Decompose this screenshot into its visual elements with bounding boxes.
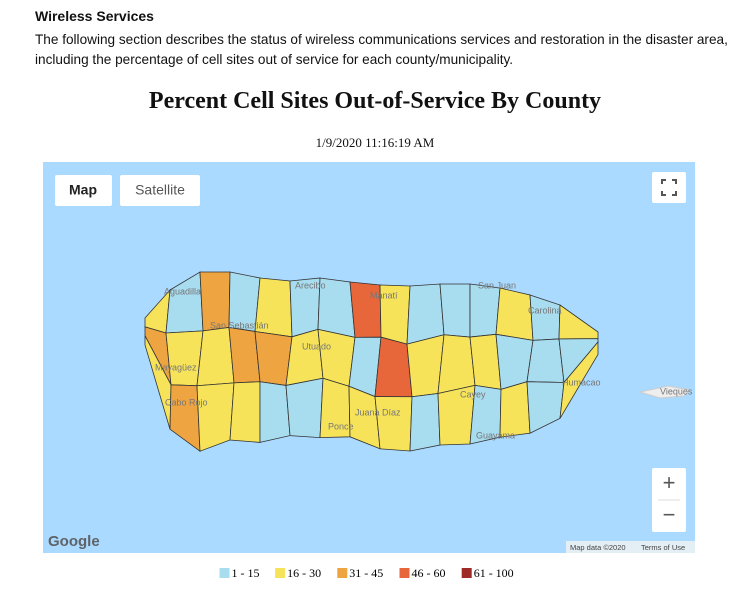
legend-label: 1 - 15 bbox=[232, 566, 260, 580]
place-label: San Sebastián bbox=[210, 320, 269, 330]
county bbox=[229, 381, 261, 443]
place-label: Cayey bbox=[460, 389, 486, 399]
satellite-button-label[interactable]: Satellite bbox=[135, 182, 185, 198]
place-label: Carolina bbox=[528, 305, 562, 315]
county bbox=[437, 334, 476, 394]
legend-swatch bbox=[275, 568, 286, 578]
legend-swatch bbox=[461, 568, 472, 578]
county bbox=[254, 330, 293, 386]
place-label: Juana Díaz bbox=[355, 407, 401, 417]
county bbox=[409, 393, 441, 452]
counties bbox=[144, 271, 599, 453]
county bbox=[439, 283, 471, 338]
map-button[interactable] bbox=[55, 175, 112, 206]
map-title: Percent Cell Sites Out-of-Service By Cou… bbox=[148, 88, 602, 114]
county bbox=[259, 381, 291, 443]
place-label: Mayagüez bbox=[155, 362, 197, 372]
county bbox=[165, 330, 204, 387]
place-label: Humacao bbox=[562, 377, 601, 387]
county bbox=[317, 328, 356, 387]
place-label: Ponce bbox=[328, 421, 354, 431]
county bbox=[499, 381, 531, 438]
county bbox=[285, 377, 324, 439]
county bbox=[559, 340, 599, 419]
legend-swatch bbox=[337, 568, 348, 578]
county bbox=[469, 283, 501, 338]
section-title: Wireless Services bbox=[35, 8, 154, 24]
legend: 1 - 15 16 - 30 31 - 45 46 - 60 61 - 100 bbox=[219, 566, 514, 580]
place-label: Cabo Rojo bbox=[165, 397, 208, 407]
place-label: Vieques bbox=[660, 386, 693, 396]
place-label: Aguadilla bbox=[164, 286, 201, 296]
legend-label: 16 - 30 bbox=[287, 566, 321, 580]
county bbox=[196, 382, 235, 452]
map-button-label[interactable]: Map bbox=[69, 182, 97, 198]
legend-swatch bbox=[219, 568, 230, 578]
attribution: Map data ©2020 bbox=[570, 543, 626, 552]
place-label: Manatí bbox=[370, 290, 398, 300]
county bbox=[374, 336, 413, 398]
place-label: Utuado bbox=[302, 341, 331, 351]
legend-label: 31 - 45 bbox=[349, 566, 383, 580]
legend-swatch bbox=[399, 568, 410, 578]
satellite-button[interactable] bbox=[120, 175, 200, 206]
county bbox=[406, 283, 445, 345]
google-logo: Google bbox=[48, 533, 100, 550]
attribution-bg bbox=[566, 541, 695, 553]
place-label: Arecibo bbox=[295, 280, 326, 290]
legend-label: 61 - 100 bbox=[474, 566, 514, 580]
place-label: San Juan bbox=[478, 280, 516, 290]
fullscreen-button[interactable] bbox=[652, 172, 686, 203]
section-body: The following section describes the stat… bbox=[35, 32, 728, 67]
county bbox=[526, 338, 565, 383]
terms-link[interactable]: Terms of Use bbox=[641, 543, 685, 552]
vieques-island bbox=[639, 385, 692, 399]
timestamp: 1/9/2020 11:16:19 AM bbox=[315, 135, 435, 150]
county bbox=[196, 326, 235, 387]
county bbox=[285, 328, 324, 386]
legend-label: 46 - 60 bbox=[412, 566, 446, 580]
zoom-in[interactable]: + bbox=[663, 470, 676, 495]
zoom-out[interactable]: − bbox=[663, 502, 676, 527]
county bbox=[374, 396, 413, 452]
fullscreen-icon bbox=[661, 179, 677, 196]
place-label: Guayama bbox=[476, 430, 515, 440]
